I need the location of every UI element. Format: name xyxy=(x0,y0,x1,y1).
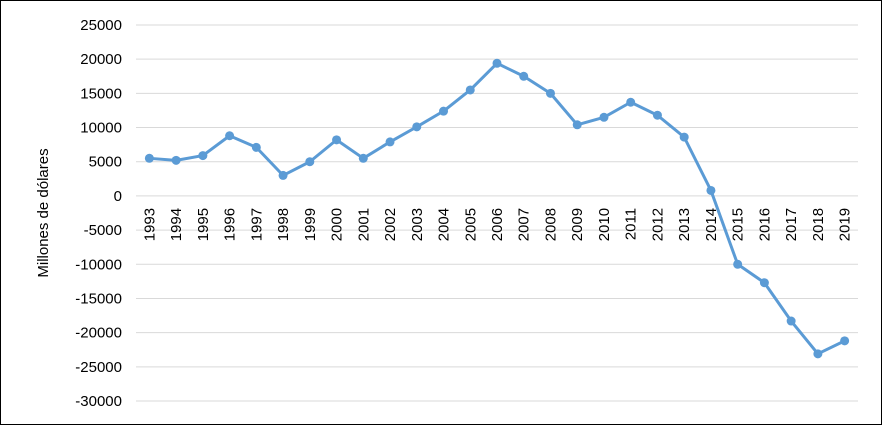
data-point-2006 xyxy=(492,58,502,68)
x-tick-label: 1998 xyxy=(275,208,292,241)
gridlines xyxy=(136,24,858,402)
y-tick-label: 5000 xyxy=(89,154,122,171)
data-point-1998 xyxy=(278,170,288,180)
x-tick-label: 2013 xyxy=(676,208,693,241)
x-tick-label: 1996 xyxy=(222,208,239,241)
data-point-2014 xyxy=(706,185,716,195)
x-tick-label: 1994 xyxy=(168,208,185,241)
x-tick-label: 2014 xyxy=(703,208,720,241)
x-tick-label: 1993 xyxy=(141,208,158,241)
data-point-2003 xyxy=(412,122,422,132)
data-point-1999 xyxy=(305,157,315,167)
data-point-2018 xyxy=(813,349,823,359)
data-point-2011 xyxy=(626,97,636,107)
y-tick-label: -10000 xyxy=(75,256,122,273)
x-tick-label: 2015 xyxy=(730,208,747,241)
x-tick-label: 1997 xyxy=(248,208,265,241)
x-tick-label: 1999 xyxy=(302,208,319,241)
x-tick-label: 2002 xyxy=(382,208,399,241)
x-tick-label: 2003 xyxy=(409,208,426,241)
y-tick-label: -20000 xyxy=(75,325,122,342)
data-point-2013 xyxy=(679,132,689,142)
x-tick-label: 2006 xyxy=(489,208,506,241)
data-point-1997 xyxy=(251,142,261,152)
x-tick-label: 2005 xyxy=(462,208,479,241)
y-tick-label: 0 xyxy=(114,188,122,205)
x-tick-label: 2001 xyxy=(355,208,372,241)
data-point-1993 xyxy=(144,153,154,163)
x-tick-label: 2000 xyxy=(329,208,346,241)
data-point-2016 xyxy=(759,278,769,288)
data-point-2007 xyxy=(519,71,529,81)
x-tick-label: 2010 xyxy=(596,208,613,241)
x-tick-label: 2012 xyxy=(649,208,666,241)
x-tick-label: 2017 xyxy=(783,208,800,241)
data-point-2001 xyxy=(358,153,368,163)
y-axis-ticks: 25000 20000 15000 10000 5000 0 -5000 -10000 -150… xyxy=(75,17,122,410)
data-point-2008 xyxy=(545,88,555,98)
y-tick-label: 10000 xyxy=(80,120,122,137)
data-point-2017 xyxy=(786,316,796,326)
y-tick-label: 20000 xyxy=(80,51,122,68)
y-tick-label: -30000 xyxy=(75,393,122,410)
x-tick-label: 2004 xyxy=(436,208,453,241)
data-point-2004 xyxy=(439,106,449,116)
data-point-2009 xyxy=(572,120,582,130)
x-tick-label: 2016 xyxy=(756,208,773,241)
x-tick-label: 1995 xyxy=(195,208,212,241)
x-tick-label: 2009 xyxy=(569,208,586,241)
y-tick-label: -25000 xyxy=(75,359,122,376)
data-point-2002 xyxy=(385,137,395,147)
x-tick-label: 2018 xyxy=(810,208,827,241)
x-tick-label: 2007 xyxy=(516,208,533,241)
x-tick-label: 2011 xyxy=(623,208,640,240)
y-axis-title: Millones de dólares xyxy=(35,148,52,277)
data-point-1996 xyxy=(225,131,235,141)
y-tick-label: -5000 xyxy=(84,222,122,239)
y-tick-label: -15000 xyxy=(75,290,122,307)
x-tick-label: 2008 xyxy=(542,208,559,241)
data-point-2019 xyxy=(840,336,850,346)
data-point-2010 xyxy=(599,112,609,122)
data-point-2012 xyxy=(652,110,662,120)
data-point-2015 xyxy=(733,259,743,269)
data-point-1995 xyxy=(198,151,208,161)
series-points xyxy=(144,58,850,359)
x-axis-ticks: 1993 1994 1995 1996 1997 1998 1999 2000 2001 2002… xyxy=(141,208,853,241)
y-tick-label: 25000 xyxy=(80,17,122,34)
data-point-2005 xyxy=(465,85,475,95)
data-point-2000 xyxy=(332,135,342,145)
data-point-1994 xyxy=(171,155,181,165)
y-tick-label: 15000 xyxy=(80,85,122,102)
x-tick-label: 2019 xyxy=(837,208,854,241)
